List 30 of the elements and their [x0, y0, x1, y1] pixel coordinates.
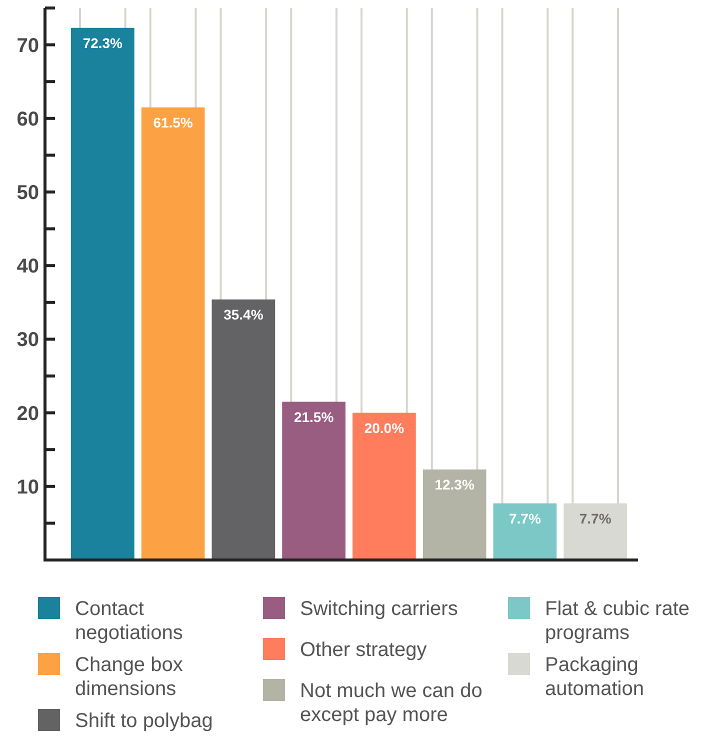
- data-label: 7.7%: [508, 510, 542, 526]
- data-label: 72.3%: [82, 34, 124, 51]
- bar: [352, 412, 416, 560]
- legend-label: Shift to polybag: [75, 710, 213, 732]
- legend-label: Not much we can do except pay more: [300, 680, 482, 726]
- bar: [212, 299, 276, 560]
- y-tick-label: 10: [16, 476, 39, 498]
- legend-label: Contact negotiations: [75, 598, 183, 644]
- legend-label: Change box dimensions: [75, 654, 183, 700]
- y-tick-label: 50: [16, 182, 39, 204]
- bar: [493, 503, 557, 560]
- y-tick-label: 20: [16, 402, 39, 425]
- data-label: 7.7%: [579, 510, 612, 526]
- y-tick-label: 70: [16, 34, 39, 57]
- y-tick-label: 30: [16, 329, 39, 352]
- y-tick-label: 40: [16, 256, 39, 278]
- legend-label: Other strategy: [300, 639, 427, 661]
- data-label: 20.0%: [364, 420, 405, 436]
- bar: [282, 402, 346, 560]
- data-label: 61.5%: [153, 114, 194, 130]
- bar: [71, 28, 134, 560]
- legend-label: Flat & cubic rate programs: [545, 598, 690, 644]
- legend-label: Packaging automation: [545, 654, 644, 700]
- data-label: 35.4%: [224, 306, 264, 322]
- legend-label: Switching carriers: [300, 598, 458, 620]
- bar: [141, 107, 205, 560]
- data-label: 21.5%: [294, 408, 334, 425]
- data-label: 12.3%: [434, 476, 475, 492]
- bar: [422, 469, 486, 560]
- y-tick-label: 60: [16, 108, 39, 130]
